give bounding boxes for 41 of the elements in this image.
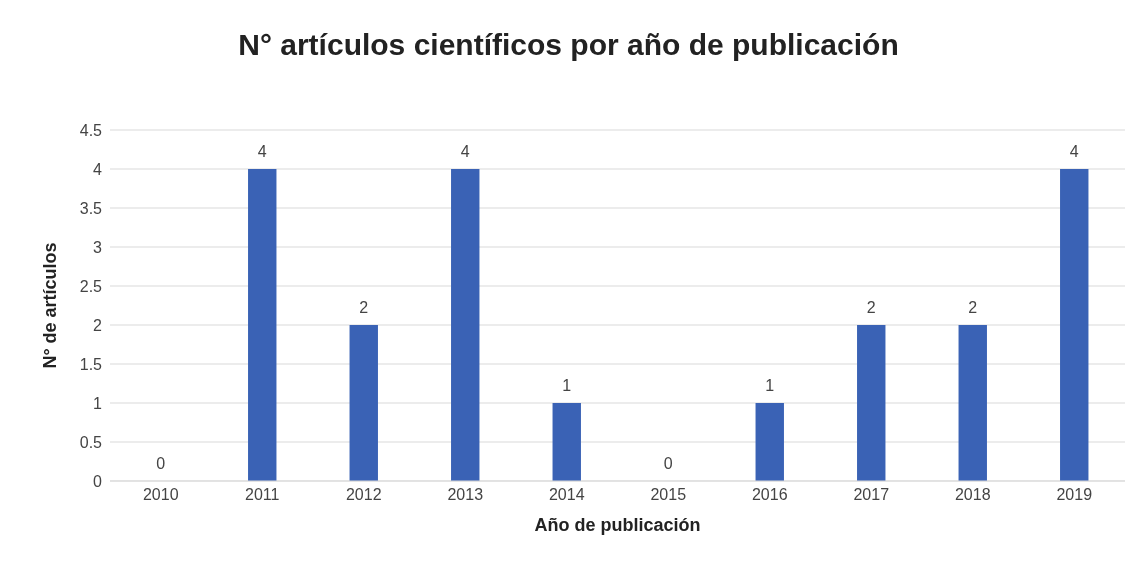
x-tick-label: 2016: [751, 486, 788, 504]
y-tick-label: 3: [93, 238, 103, 256]
x-tick-label: 2012: [345, 486, 382, 504]
data-label: 0: [156, 455, 166, 472]
y-axis-title: N° de artículos: [40, 242, 61, 369]
x-tick-label: 2014: [548, 486, 585, 504]
y-tick-label: 1: [93, 394, 103, 412]
data-label: 2: [359, 299, 369, 316]
y-tick-label: 4: [93, 160, 103, 178]
x-tick-label: 2017: [853, 486, 890, 504]
x-tick-label: 2013: [447, 486, 484, 504]
data-label: 4: [257, 143, 267, 160]
data-label: 4: [460, 143, 470, 160]
data-label: 4: [1069, 143, 1079, 160]
y-tick-label: 0: [93, 472, 103, 490]
chart-title: N° artículos científicos por año de publicación: [237, 28, 900, 62]
x-tick-label: 2011: [245, 486, 280, 504]
x-tick-label: 2019: [1056, 486, 1093, 504]
y-tick-label: 3.5: [79, 199, 103, 217]
y-tick-label: 1.5: [79, 355, 103, 373]
x-axis-title: Año de publicación: [534, 515, 701, 535]
y-tick-label: 0.5: [79, 433, 103, 451]
y-tick-label: 2: [93, 316, 103, 334]
bar: [552, 403, 581, 481]
data-label: 2: [968, 299, 978, 316]
y-tick-label: 2.5: [79, 277, 103, 295]
bar: [248, 169, 277, 481]
data-label: 1: [765, 377, 775, 394]
x-tick-label: 2010: [142, 486, 179, 504]
data-label: 2: [866, 299, 876, 316]
y-tick-label: 4.5: [79, 121, 103, 139]
bar: [1060, 169, 1089, 481]
data-label: 1: [562, 377, 572, 394]
bar: [451, 169, 480, 481]
x-tick-label: 2018: [954, 486, 991, 504]
bar: [857, 325, 886, 481]
bar: [755, 403, 784, 481]
x-tick-label: 2015: [650, 486, 687, 504]
bar: [958, 325, 987, 481]
bar: [349, 325, 378, 481]
data-label: 0: [663, 455, 673, 472]
